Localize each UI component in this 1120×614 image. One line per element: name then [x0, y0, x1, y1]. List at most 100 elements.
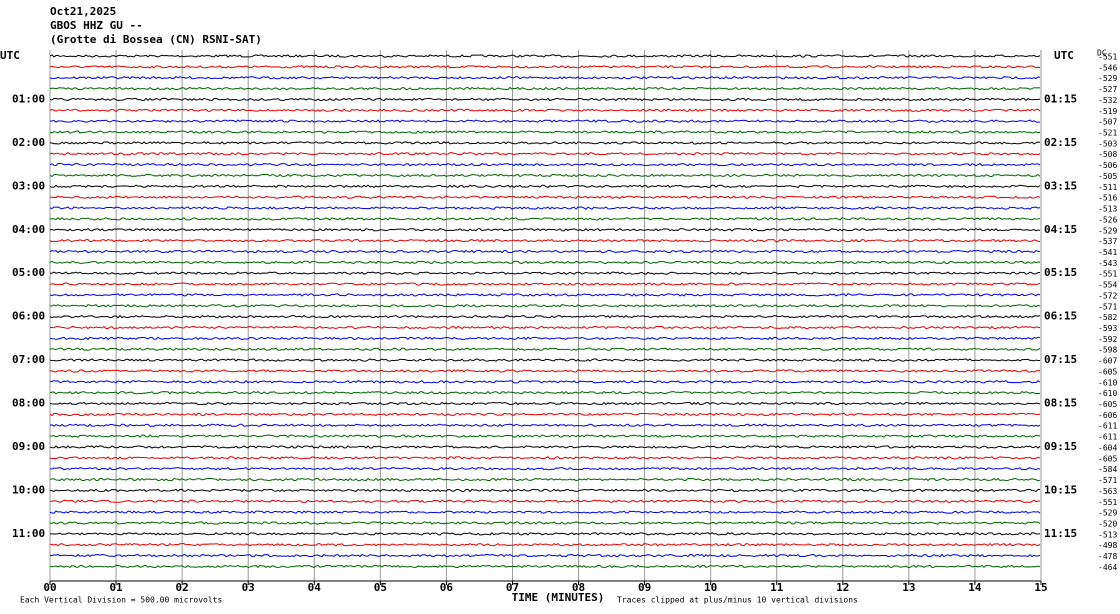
offset-label: -605 [1098, 454, 1117, 463]
offset-label: -529 [1098, 509, 1117, 518]
trace [49, 336, 1041, 341]
offset-label: -541 [1098, 248, 1117, 257]
right-time-label: 06:15 [1044, 310, 1077, 323]
trace [49, 54, 1041, 58]
x-tick-label: 12 [836, 581, 849, 594]
offset-label: -598 [1098, 346, 1117, 355]
offset-label: -516 [1098, 194, 1117, 203]
trace [49, 477, 1041, 482]
offset-label: -537 [1098, 237, 1117, 246]
offset-label: -551 [1098, 498, 1117, 507]
trace [49, 65, 1041, 69]
x-tick-label: 06 [440, 581, 454, 594]
offset-label: -554 [1098, 281, 1117, 290]
trace [49, 412, 1041, 417]
offset-label: -604 [1098, 443, 1117, 452]
offset-label: -572 [1098, 291, 1117, 300]
left-time-label: 04:00 [12, 223, 45, 236]
offset-label: -478 [1098, 552, 1117, 561]
trace [49, 358, 1041, 362]
trace [49, 108, 1041, 113]
right-time-label: 01:15 [1044, 92, 1077, 105]
trace [49, 401, 1041, 406]
trace [49, 141, 1041, 145]
trace [49, 553, 1041, 558]
trace [50, 532, 1041, 536]
trace [49, 260, 1041, 265]
trace [49, 390, 1041, 395]
trace [49, 173, 1041, 178]
left-time-label: 03:00 [12, 179, 45, 192]
offset-label: -607 [1098, 357, 1117, 366]
trace [49, 499, 1041, 503]
header-station: GBOS HHZ GU -- [50, 19, 143, 32]
offset-label: -519 [1098, 107, 1117, 116]
left-time-label: 10:00 [12, 483, 45, 496]
trace [49, 195, 1041, 199]
trace [49, 488, 1041, 493]
left-time-label: 02:00 [12, 136, 45, 149]
x-tick-label: 15 [1034, 581, 1047, 594]
offset-label: -503 [1098, 139, 1117, 148]
offset-label: -551 [1098, 53, 1117, 62]
offset-label: -505 [1098, 172, 1117, 181]
right-time-label: 02:15 [1044, 136, 1077, 149]
left-time-label: 11:00 [12, 527, 45, 540]
trace [49, 521, 1041, 525]
offset-label: -610 [1098, 378, 1117, 387]
x-tick-label: 01 [109, 581, 123, 594]
trace [49, 184, 1041, 189]
trace [49, 86, 1041, 91]
trace [49, 75, 1041, 80]
header-date: Oct21,2025 [50, 5, 116, 18]
offset-label: -582 [1098, 313, 1117, 322]
trace [49, 423, 1041, 427]
header-site: (Grotte di Bossea (CN) RSNI-SAT) [50, 33, 262, 46]
right-time-label: 11:15 [1044, 527, 1077, 540]
offset-label: -529 [1098, 226, 1117, 235]
trace [49, 271, 1040, 275]
trace [49, 119, 1041, 123]
x-axis-title: TIME (MINUTES) [512, 591, 605, 604]
offset-label: -611 [1098, 433, 1117, 442]
offset-label: -611 [1098, 422, 1117, 431]
x-tick-label: 04 [308, 581, 322, 594]
left-time-label: 09:00 [12, 440, 45, 453]
trace [49, 282, 1041, 286]
trace [49, 228, 1041, 232]
offset-label: -513 [1098, 530, 1117, 539]
trace [49, 293, 1041, 297]
x-tick-label: 00 [43, 581, 56, 594]
trace [49, 445, 1041, 449]
offset-label: -507 [1098, 118, 1117, 127]
trace [49, 510, 1041, 514]
offset-label: -532 [1098, 96, 1117, 105]
right-time-label: 05:15 [1044, 266, 1077, 279]
offset-label: -605 [1098, 400, 1117, 409]
offset-label: -563 [1098, 487, 1117, 496]
clip-note: Traces clipped at plus/minus 10 vertical… [617, 596, 858, 605]
offset-label: -508 [1098, 150, 1117, 159]
trace [49, 564, 1041, 569]
offset-label: -498 [1098, 541, 1117, 550]
trace [49, 380, 1041, 384]
left-time-label: 05:00 [12, 266, 45, 279]
trace [49, 369, 1041, 373]
left-time-label: 08:00 [12, 397, 45, 410]
offset-label: -520 [1098, 519, 1117, 528]
trace [49, 542, 1041, 547]
left-time-label: 07:00 [12, 353, 45, 366]
offset-label: -521 [1098, 129, 1117, 138]
trace [49, 347, 1041, 351]
offset-label: -571 [1098, 476, 1117, 485]
offset-label: -527 [1098, 85, 1117, 94]
trace [49, 217, 1041, 221]
x-tick-label: 03 [242, 581, 255, 594]
trace [49, 456, 1041, 460]
trace [49, 304, 1041, 308]
x-tick-label: 13 [902, 581, 915, 594]
trace [49, 130, 1041, 134]
x-tick-label: 09 [638, 581, 651, 594]
right-time-label: UTC [1054, 49, 1074, 62]
